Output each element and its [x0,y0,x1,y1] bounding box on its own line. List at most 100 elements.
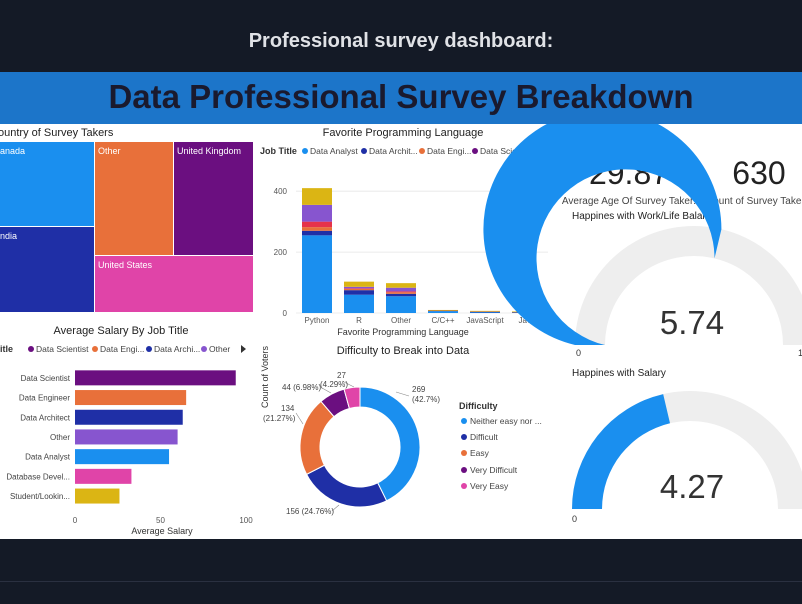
language-x-axis-title: Favorite Programming Language [337,327,469,337]
difficulty-data-labels: 269 (42.7%) 156 (24.76%) 134 (21.27%) 44… [263,371,440,516]
salary-gauge-title: Happines with Salary [572,368,666,379]
salary-legend-marker-scientist [28,346,34,352]
language-bar-javascript-seg-5[interactable] [470,310,500,312]
language-bar-r-seg-5[interactable] [344,281,374,287]
treemap-tile-united-states[interactable] [95,256,253,312]
difficulty-slice-difficult[interactable] [305,464,388,508]
banner: Data Professional Survey Breakdown [0,72,802,124]
difficulty-chart: Difficulty to Break into Data 269 (42.7%… [263,345,542,516]
salary-bar-database-devel[interactable] [75,468,132,484]
language-legend-marker-analyst [302,148,308,154]
treemap-tile-canada[interactable] [0,142,94,226]
language-bar-javascript-seg-2[interactable] [470,311,500,312]
language-bars [302,188,542,313]
header-bar: Professional survey dashboard: [0,0,802,73]
language-bar-c-c-seg-0[interactable] [428,311,458,313]
language-bar-javascript-seg-0[interactable] [470,312,500,313]
difficulty-legend-title: Difficulty [459,401,498,411]
salary-legend-engineer: Data Engi... [100,344,144,354]
language-legend-label: Job Title [260,146,297,156]
language-bar-javascript-seg-1[interactable] [470,311,500,313]
difficulty-legend-marker-very-easy [461,483,467,489]
difficulty-label-156: 156 (24.76%) [286,507,334,516]
language-bar-r-seg-2[interactable] [344,288,374,291]
salary-y-tick-data-engineer: Data Engineer [19,394,70,403]
salary-gauge-fill [572,394,670,509]
language-bar-r-seg-3[interactable] [344,288,374,289]
treemap-tile-united-kingdom[interactable] [174,142,253,255]
treemap-label-united-states: United States [98,260,153,270]
language-bar-python-seg-1[interactable] [302,230,332,236]
salary-bar-data-scientist[interactable] [75,370,236,386]
salary-legend-next-icon[interactable] [241,345,246,353]
worklife-gauge-fill [483,124,722,345]
difficulty-label-269: 269 [412,385,426,394]
language-bar-c-c-seg-2[interactable] [428,310,458,311]
treemap-tile-india[interactable] [0,227,94,312]
language-bar-r-seg-0[interactable] [344,294,374,313]
salary-y-tick-other: Other [50,433,70,442]
salary-chart-title: Average Salary By Job Title [54,325,189,337]
difficulty-label-27: 27 [337,371,346,380]
language-bar-python-seg-3[interactable] [302,221,332,228]
treemap-label-united-kingdom: United Kingdom [177,146,241,156]
salary-x-axis-title: Average Salary [131,526,193,536]
salary-bar-data-engineer[interactable] [75,390,187,406]
language-bar-c-c-seg-5[interactable] [428,309,458,311]
salary-legend-scientist: Data Scientist [36,344,89,354]
salary-bar-data-analyst[interactable] [75,449,170,465]
worklife-gauge-title: Happines with Work/Life Balance [572,211,719,222]
language-y-axis-title: Count of Voters [260,345,270,408]
worklife-gauge-max: 1 [798,348,802,358]
worklife-gauge-min: 0 [576,348,581,358]
treemap-tile-other[interactable] [95,142,173,255]
salary-bar-other[interactable] [75,429,178,445]
language-bar-python-seg-4[interactable] [302,204,332,222]
salary-gauge-value: 4.27 [660,468,724,505]
language-x-tick-other: Other [391,316,411,325]
difficulty-legend-difficult: Difficult [470,432,498,442]
difficulty-legend-marker-very-difficult [461,467,467,473]
salary-bar-student-lookin[interactable] [75,488,120,504]
difficulty-slice-neither-easy-nor[interactable] [359,386,421,502]
worklife-gauge-track [575,226,802,345]
language-chart-title: Favorite Programming Language [323,127,484,139]
salary-legend-label: itle [0,344,13,354]
salary-legend-marker-architect [146,346,152,352]
language-bar-python-seg-5[interactable] [302,188,332,205]
salary-axis-ticks: Data Scientist Data Engineer Data Architec… [6,374,253,525]
language-legend-analyst: Data Analyst [310,146,358,156]
salary-legend-marker-other [201,346,207,352]
country-treemap: ountry of Survey Takers anada ndia Other… [0,127,253,312]
language-legend-marker-engineer [419,148,425,154]
language-bar-python-seg-2[interactable] [302,227,332,231]
language-y-tick: 400 [274,187,288,196]
treemap-label-india: ndia [0,231,17,241]
language-y-tick: 0 [283,309,288,318]
language-bar-other-seg-5[interactable] [386,283,416,288]
salary-x-tick: 50 [156,516,165,525]
salary-y-tick-student-lookin: Student/Lookin... [10,492,70,501]
kpi-count-label: Count of Survey Take [706,196,802,207]
difficulty-legend-very-difficult: Very Difficult [470,465,518,475]
language-bar-c-c-seg-1[interactable] [428,310,458,312]
language-bar-r-seg-4[interactable] [344,286,374,289]
language-bar-other-seg-2[interactable] [386,292,416,294]
language-bar-other-seg-0[interactable] [386,296,416,313]
language-bar-other-seg-4[interactable] [386,287,416,292]
language-legend-engineer: Data Engi... [427,146,471,156]
language-bar-python-seg-0[interactable] [302,235,332,313]
language-bar-other-seg-3[interactable] [386,291,416,293]
difficulty-slice-easy[interactable] [299,400,335,476]
difficulty-legend-marker-easy [461,450,467,456]
salary-gauge-min: 0 [572,514,577,524]
difficulty-slice-very-easy[interactable] [343,386,361,410]
kpi-avg-age-label: Average Age Of Survey Taker: [562,196,696,207]
page-title: Professional survey dashboard: [248,30,554,52]
treemap-label-canada: anada [0,146,25,156]
language-bar-r-seg-1[interactable] [344,290,374,295]
difficulty-label-134: 134 [281,404,295,413]
salary-bar-data-architect[interactable] [75,409,183,425]
language-x-tick-javascript: JavaScript [466,316,504,325]
language-bar-other-seg-1[interactable] [386,293,416,297]
